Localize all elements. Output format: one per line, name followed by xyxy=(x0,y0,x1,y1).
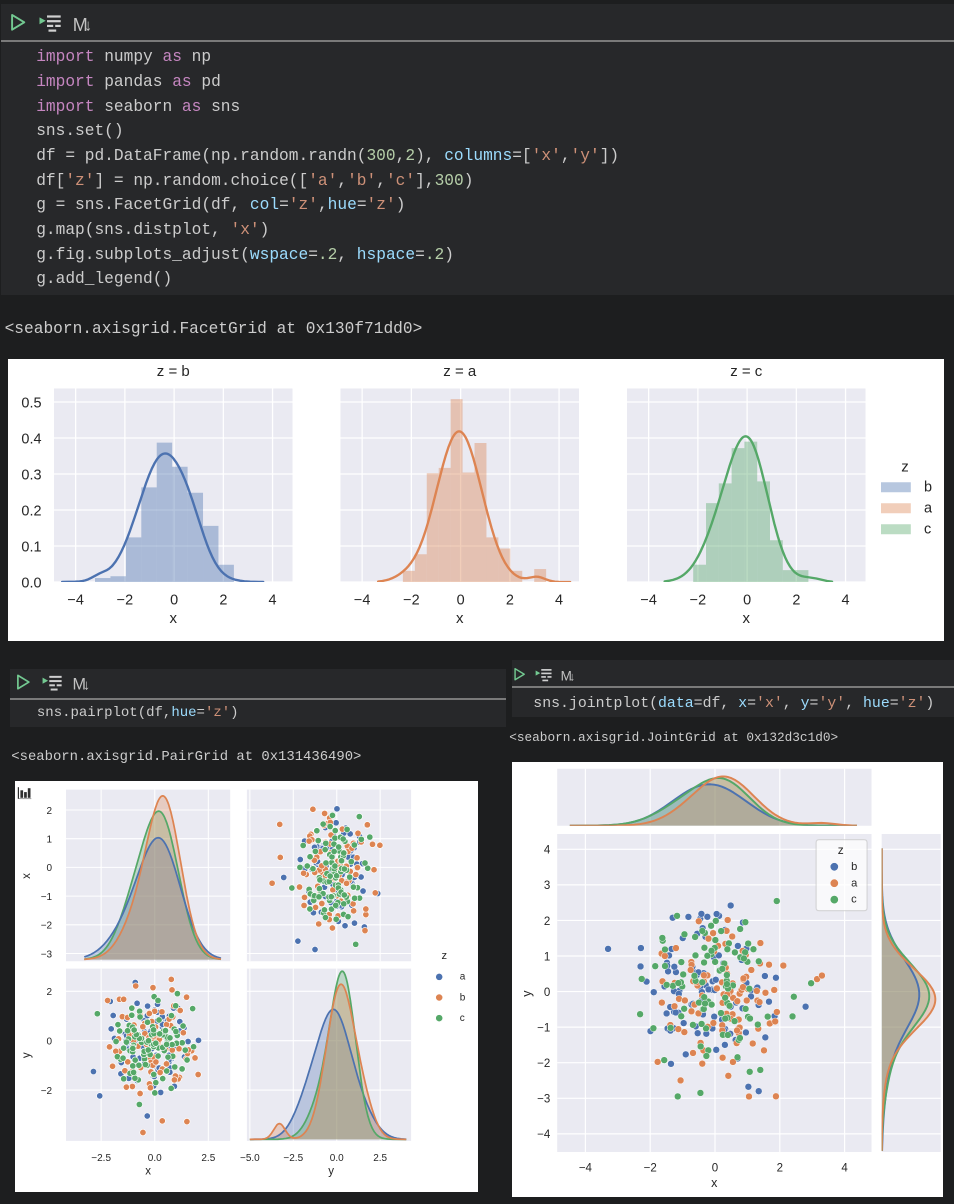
svg-text:0: 0 xyxy=(47,1036,53,1047)
svg-text:0: 0 xyxy=(743,592,751,608)
svg-text:0.2: 0.2 xyxy=(21,503,41,519)
svg-text:a: a xyxy=(924,500,933,516)
svg-text:2: 2 xyxy=(777,1162,783,1174)
svg-text:0.4: 0.4 xyxy=(21,431,41,447)
svg-text:y: y xyxy=(520,989,534,996)
svg-text:−1: −1 xyxy=(537,1022,550,1034)
svg-text:2: 2 xyxy=(506,592,514,608)
svg-text:b: b xyxy=(924,479,932,495)
svg-text:−4: −4 xyxy=(537,1129,551,1141)
svg-text:−2.5: −2.5 xyxy=(283,1153,303,1164)
svg-text:2: 2 xyxy=(47,806,53,817)
svg-text:c: c xyxy=(924,521,931,537)
svg-text:−3: −3 xyxy=(41,949,53,960)
svg-text:0.1: 0.1 xyxy=(21,539,41,555)
svg-text:2: 2 xyxy=(792,592,800,608)
svg-text:−4: −4 xyxy=(354,592,370,608)
svg-text:z = a: z = a xyxy=(443,362,477,379)
svg-text:−1: −1 xyxy=(41,892,53,903)
svg-text:M: M xyxy=(73,675,86,693)
svg-text:↓: ↓ xyxy=(84,17,92,34)
svg-text:x: x xyxy=(145,1166,151,1178)
svg-text:z: z xyxy=(838,843,844,857)
svg-text:4: 4 xyxy=(544,844,551,856)
svg-text:0.3: 0.3 xyxy=(21,467,41,483)
svg-text:2.5: 2.5 xyxy=(373,1153,387,1164)
svg-text:−2: −2 xyxy=(403,592,419,608)
svg-text:−2: −2 xyxy=(41,921,53,932)
svg-text:2: 2 xyxy=(219,592,227,608)
svg-text:−4: −4 xyxy=(579,1162,593,1174)
svg-text:x: x xyxy=(170,610,178,627)
svg-text:2: 2 xyxy=(544,916,550,928)
svg-text:b: b xyxy=(460,992,466,1003)
svg-text:−2.5: −2.5 xyxy=(91,1153,111,1164)
svg-text:4: 4 xyxy=(842,1162,849,1174)
svg-text:−4: −4 xyxy=(640,592,656,608)
svg-text:−3: −3 xyxy=(537,1093,550,1105)
svg-text:0: 0 xyxy=(457,592,465,608)
svg-text:x: x xyxy=(456,610,464,627)
svg-text:0.5: 0.5 xyxy=(21,395,41,411)
svg-text:−2: −2 xyxy=(644,1162,657,1174)
svg-text:x: x xyxy=(21,873,33,879)
svg-text:z: z xyxy=(442,950,448,962)
svg-text:0.0: 0.0 xyxy=(21,575,41,591)
svg-text:2.5: 2.5 xyxy=(201,1153,215,1164)
svg-text:0: 0 xyxy=(544,987,550,999)
svg-text:y: y xyxy=(21,1052,33,1058)
svg-text:z = b: z = b xyxy=(157,362,190,379)
svg-text:2: 2 xyxy=(47,987,53,998)
svg-text:−2: −2 xyxy=(117,592,133,608)
svg-text:z: z xyxy=(901,458,909,475)
svg-text:b: b xyxy=(851,861,857,873)
svg-text:−2: −2 xyxy=(537,1058,550,1070)
svg-text:0: 0 xyxy=(170,592,178,608)
svg-text:3: 3 xyxy=(544,880,550,892)
svg-text:x: x xyxy=(711,1176,718,1190)
svg-text:4: 4 xyxy=(269,592,277,608)
svg-text:a: a xyxy=(460,972,466,983)
svg-text:−4: −4 xyxy=(67,592,83,608)
svg-text:4: 4 xyxy=(842,592,850,608)
svg-text:4: 4 xyxy=(555,592,563,608)
svg-text:1: 1 xyxy=(47,834,53,845)
svg-text:M: M xyxy=(73,14,88,34)
svg-text:0.0: 0.0 xyxy=(330,1153,344,1164)
svg-text:0: 0 xyxy=(712,1162,718,1174)
svg-text:M: M xyxy=(561,669,572,684)
svg-text:c: c xyxy=(460,1013,465,1024)
svg-text:1: 1 xyxy=(544,951,550,963)
svg-text:c: c xyxy=(851,893,857,905)
svg-text:0.0: 0.0 xyxy=(148,1153,162,1164)
svg-text:−2: −2 xyxy=(41,1086,53,1097)
svg-text:↓: ↓ xyxy=(569,670,575,684)
svg-text:y: y xyxy=(328,1166,334,1178)
svg-text:z = c: z = c xyxy=(730,362,763,379)
svg-text:0: 0 xyxy=(47,863,53,874)
svg-text:x: x xyxy=(743,610,751,627)
svg-text:a: a xyxy=(851,877,858,889)
svg-text:−2: −2 xyxy=(690,592,706,608)
svg-text:−5.0: −5.0 xyxy=(240,1153,260,1164)
svg-text:↓: ↓ xyxy=(83,677,90,693)
